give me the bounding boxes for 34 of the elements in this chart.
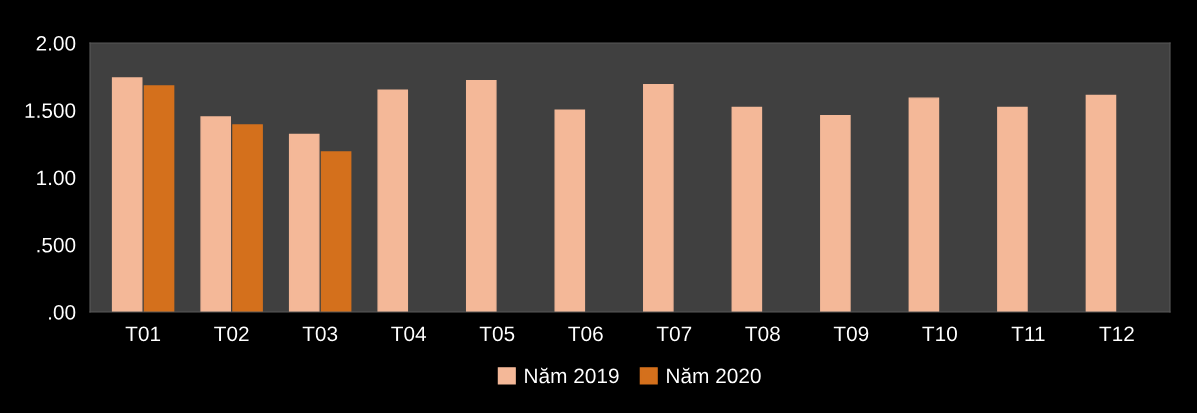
bar xyxy=(232,124,263,312)
x-tick-label: T10 xyxy=(922,326,957,342)
x-tick-label: T01 xyxy=(125,326,161,342)
bar xyxy=(997,106,1028,312)
legend-label: Năm 2020 xyxy=(667,367,761,384)
bar xyxy=(554,109,586,312)
bar xyxy=(288,133,320,312)
bar xyxy=(465,79,497,312)
x-tick-label: T08 xyxy=(745,326,780,342)
x-tick-label: T09 xyxy=(833,326,869,342)
bar xyxy=(111,77,143,312)
y-tick-label: .500 xyxy=(37,237,76,253)
bar xyxy=(1085,94,1117,312)
x-tick-label: T12 xyxy=(1099,326,1134,341)
bar xyxy=(143,85,175,312)
y-tick-label: .00 xyxy=(49,305,76,320)
bar xyxy=(643,84,674,312)
x-tick-label: T02 xyxy=(214,326,249,342)
x-tick-label: T06 xyxy=(568,326,603,342)
y-tick-label: 1.500 xyxy=(25,103,76,118)
x-tick-label: T03 xyxy=(302,326,338,342)
bar xyxy=(731,106,763,312)
y-tick-label: 2.00 xyxy=(36,36,76,51)
x-tick-label: T07 xyxy=(656,326,692,342)
bar xyxy=(377,89,409,312)
x-tick-label: T11 xyxy=(1011,326,1045,341)
bar xyxy=(320,151,352,312)
bar xyxy=(200,116,232,312)
bar xyxy=(820,114,851,312)
y-tick-label: 1.00 xyxy=(37,170,76,186)
x-tick-label: T04 xyxy=(391,326,427,342)
legend-label: Năm 2019 xyxy=(525,367,619,384)
bar xyxy=(908,97,940,312)
x-tick-label: T05 xyxy=(479,326,515,342)
